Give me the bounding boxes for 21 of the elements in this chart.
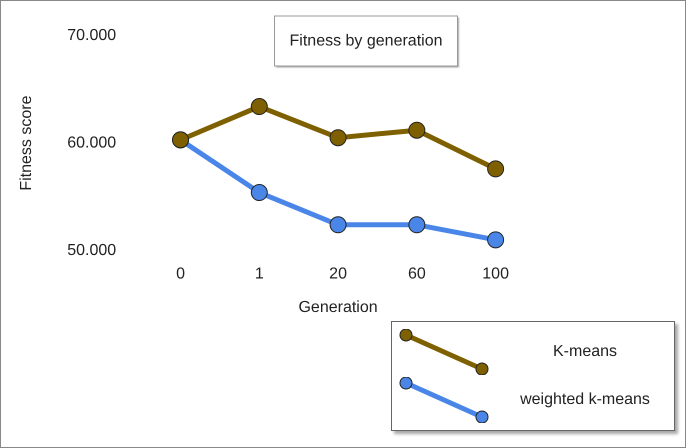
point: [408, 216, 426, 234]
legend-label: weighted k-means: [519, 391, 651, 409]
x-tick-label: 0: [176, 266, 186, 283]
y-tick-label: 50.000: [67, 242, 116, 260]
x-tick-label: 20: [329, 266, 348, 283]
text: K-means: [552, 343, 618, 361]
point: [408, 122, 426, 139]
y-tick-label: 60.000: [67, 134, 116, 152]
x-axis-title: Generation: [298, 298, 378, 316]
point: [250, 98, 268, 116]
chart-title: Fitness by generation: [290, 32, 442, 50]
point: [487, 231, 504, 248]
point: [487, 160, 504, 178]
y-axis-title: Fitness score: [18, 95, 36, 191]
x-tick-label: 1: [254, 266, 264, 283]
y-tick-label: 70.000: [67, 27, 116, 44]
point: [330, 216, 347, 234]
point: [250, 184, 268, 202]
point: [330, 129, 347, 146]
x-tick-label: 100: [482, 266, 510, 283]
x-tick-label: 60: [408, 266, 426, 283]
